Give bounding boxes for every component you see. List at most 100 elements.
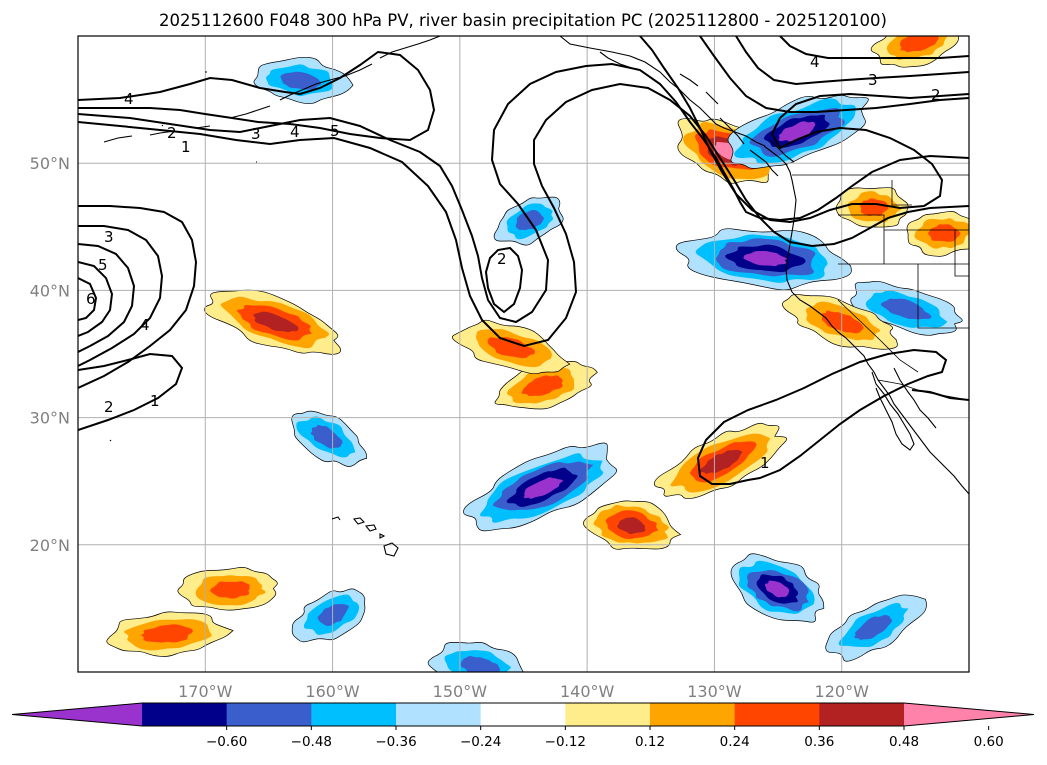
precip-feature <box>427 642 525 672</box>
contour-label: 1 <box>181 138 191 156</box>
colorbar-tick-label: −0.24 <box>460 734 501 750</box>
colorbar-tick-label: −0.12 <box>545 734 586 750</box>
lat-tick-label: 50°N <box>30 154 70 173</box>
precip-level <box>880 298 932 320</box>
precip-feature <box>782 294 898 350</box>
precip-feature <box>870 36 966 68</box>
lon-tick-label: 120°W <box>815 682 870 701</box>
precip-level <box>899 36 939 53</box>
precip-feature <box>452 319 571 375</box>
precip-level <box>928 224 961 242</box>
precip-level <box>778 121 816 142</box>
lon-tick-label: 130°W <box>687 682 742 701</box>
precip-feature <box>727 95 869 169</box>
colorbar-bin <box>396 703 482 726</box>
contour-label: 4 <box>290 123 300 141</box>
contour-label: 2 <box>167 124 177 142</box>
colorbar-bin <box>650 703 736 726</box>
precip-level <box>280 71 322 90</box>
precip-level <box>854 615 893 640</box>
lon-tick-label: 170°W <box>178 682 233 701</box>
axis-tick-labels: 170°W 160°W 150°W 140°W 130°W 120°W 50°N 40°N 30… <box>30 154 869 701</box>
lon-tick-label: 150°W <box>433 682 488 701</box>
colorbar-tick-label: 0.36 <box>804 734 834 750</box>
colorbar-bin <box>565 703 651 726</box>
contour-label: 4 <box>140 316 150 334</box>
precip-feature <box>291 410 368 467</box>
contour-label: 3 <box>868 71 878 89</box>
lon-tick-label: 140°W <box>560 682 615 701</box>
precip-feature <box>291 588 366 643</box>
precip-feature <box>675 228 852 291</box>
colorbar-tick-label: 0.48 <box>889 734 919 750</box>
precip-level <box>521 375 563 397</box>
precip-level <box>523 477 563 499</box>
aleutian-coastline <box>103 36 441 143</box>
lat-tick-label: 20°N <box>30 536 70 555</box>
precip-feature <box>825 594 927 662</box>
precip-feature <box>583 500 682 550</box>
precip-feature <box>494 361 598 410</box>
contour-label: 2 <box>931 86 941 104</box>
contour-label: 4 <box>124 90 134 108</box>
contour-label: 2 <box>497 250 507 268</box>
colorbar-bin <box>480 703 566 726</box>
colorbar-outline <box>11 702 1035 727</box>
precip-level <box>764 580 790 598</box>
contour-label: 2 <box>104 398 114 416</box>
map-frame <box>77 35 970 673</box>
colorbar-bin <box>819 703 905 726</box>
colorbar-tick-label: −0.48 <box>291 734 332 750</box>
precip-level <box>859 198 889 217</box>
colorbar-bin <box>311 703 397 726</box>
colorbar-tick-label: −0.60 <box>206 734 247 750</box>
north-america-west-coastline <box>763 145 969 495</box>
precip-level <box>141 624 193 643</box>
precip-feature <box>177 567 278 611</box>
baja-coastline <box>871 367 937 451</box>
gridlines <box>78 36 969 672</box>
precip-level <box>487 337 535 359</box>
colorbar-tick-label: −0.36 <box>375 734 416 750</box>
contour-label: 3 <box>104 228 114 246</box>
precip-feature <box>653 422 787 500</box>
contour-label: 5 <box>98 256 108 274</box>
map-title: 2025112600 F048 300 hPa PV, river basin … <box>159 11 887 30</box>
precip-feature <box>106 611 234 657</box>
precip-level <box>617 517 646 535</box>
colorbar-bin <box>226 703 312 726</box>
precip-level <box>310 424 343 449</box>
colorbar-tick-label: 0.12 <box>635 734 665 750</box>
hawaii-coastline <box>331 516 399 557</box>
precip-level <box>253 311 299 333</box>
colorbar-bin <box>734 703 820 726</box>
colorbar-tick-label: 0.60 <box>974 734 1004 750</box>
lat-tick-label: 40°N <box>30 281 70 300</box>
colorbar-extend-high <box>904 703 1034 726</box>
colorbar-tick-label: 0.24 <box>720 734 750 750</box>
precip-feature <box>906 211 969 257</box>
contour-label: 5 <box>330 122 340 140</box>
pv-contours <box>78 36 969 485</box>
precip-level <box>317 604 350 627</box>
contour-label: 3 <box>251 125 261 143</box>
precip-level <box>210 581 250 599</box>
pv-contour-labels: 4 2 1 3 4 5 2 4 3 2 3 5 6 4 2 1 1 <box>86 53 941 472</box>
precip-level <box>699 449 743 474</box>
precip-feature <box>730 553 825 623</box>
island-dots <box>109 71 257 442</box>
contour-label: 1 <box>150 392 160 410</box>
colorbar: −0.60 −0.48 −0.36 −0.24 −0.12 0.12 0.24 0.36 0.4… <box>11 702 1035 750</box>
precip-feature <box>463 442 617 532</box>
colorbar-extend-low <box>12 703 142 726</box>
precip-level <box>460 655 501 672</box>
contour-label: 4 <box>810 53 820 71</box>
lat-tick-label: 30°N <box>30 409 70 428</box>
bc-islands-coastline <box>719 117 795 177</box>
alaska-coastline <box>559 36 766 147</box>
lon-tick-label: 160°W <box>305 682 360 701</box>
coastlines <box>103 36 969 557</box>
precip-feature <box>204 289 342 355</box>
colorbar-bin <box>142 703 228 726</box>
